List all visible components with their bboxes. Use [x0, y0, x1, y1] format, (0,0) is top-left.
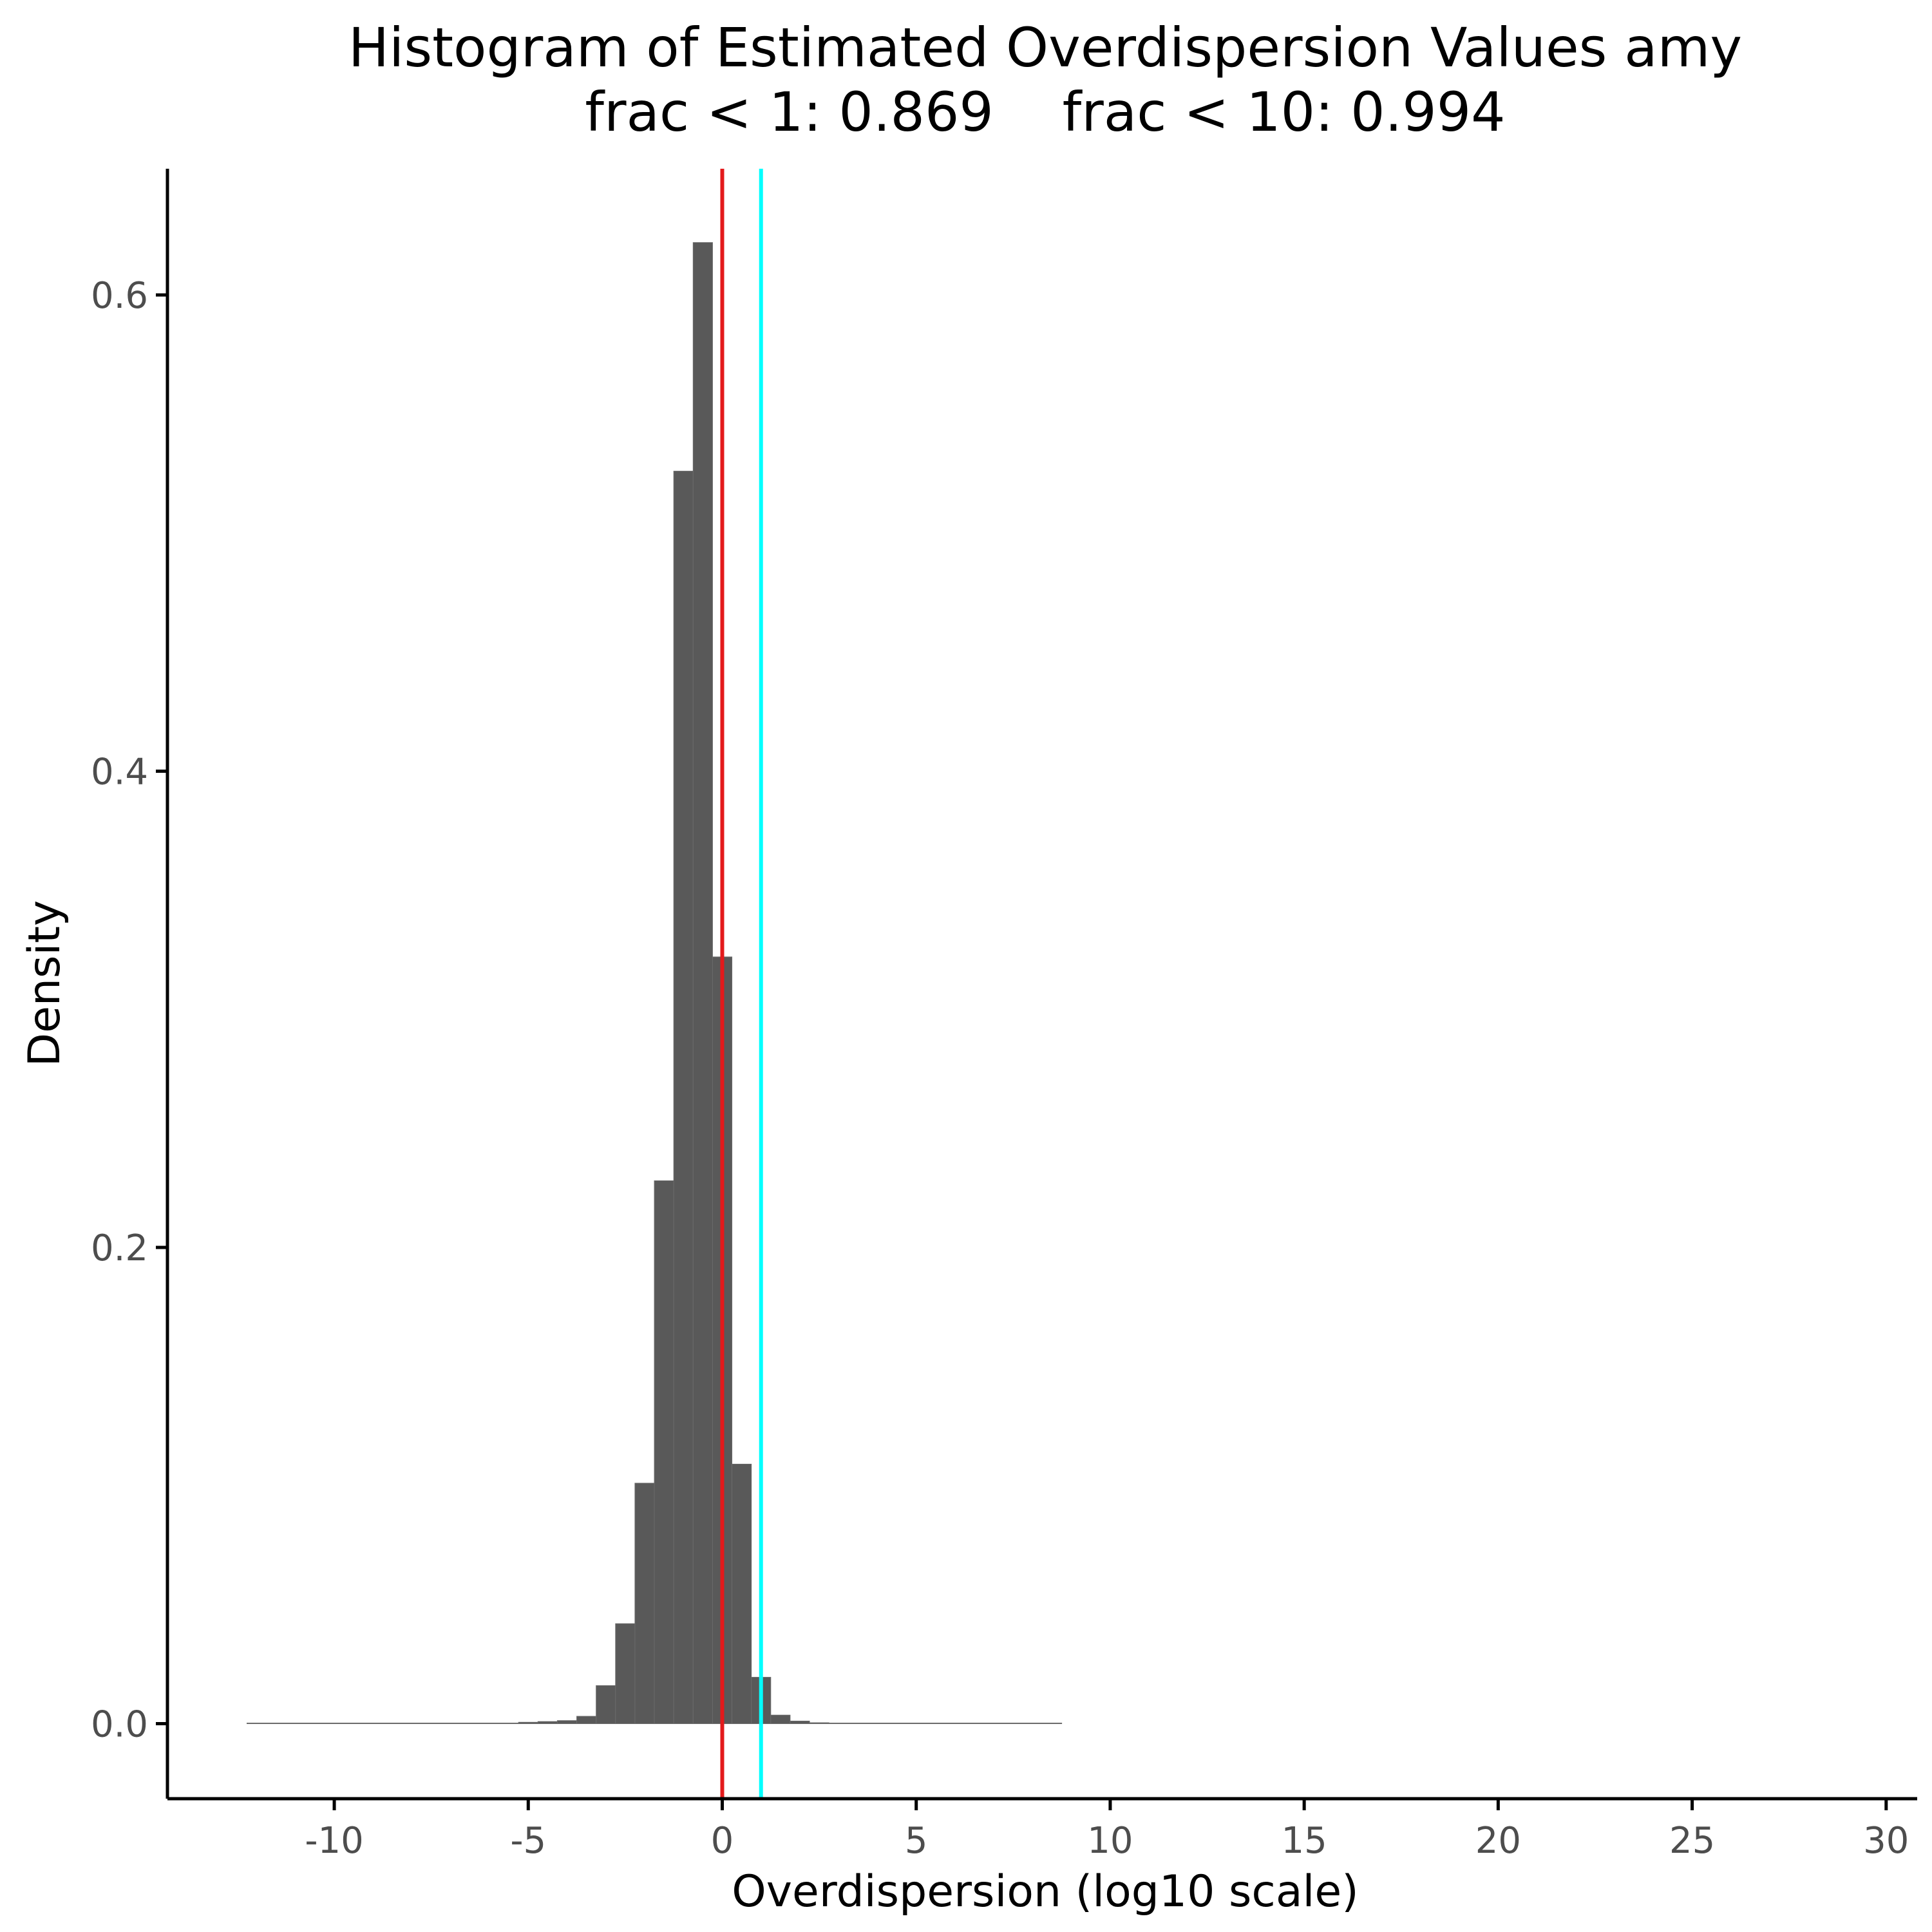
reference-lines — [720, 169, 763, 1799]
y-tick-label: 0.6 — [91, 275, 148, 317]
y-tick-label: 0.0 — [91, 1704, 148, 1746]
y-axis-ticks: 0.0 0.2 0.4 0.6 — [91, 275, 167, 1746]
x-tick-label: 0 — [711, 1820, 734, 1862]
histogram-bar — [654, 1180, 674, 1725]
x-tick-label: 15 — [1282, 1820, 1327, 1862]
y-axis-title: Density — [19, 900, 70, 1067]
x-tick-label: 30 — [1863, 1820, 1909, 1862]
histogram-bar — [576, 1716, 597, 1725]
x-tick-label: 5 — [905, 1820, 928, 1862]
histogram-bar — [732, 1463, 752, 1725]
y-tick-label: 0.2 — [91, 1227, 148, 1269]
x-tick-label: -5 — [510, 1820, 546, 1862]
histogram-bar — [673, 471, 694, 1725]
histogram-bar — [596, 1685, 616, 1725]
histogram-bar — [615, 1623, 636, 1725]
x-tick-label: 25 — [1669, 1820, 1715, 1862]
y-tick-label: 0.4 — [91, 751, 148, 793]
histogram-bar — [518, 1721, 538, 1725]
chart-title: Histogram of Estimated Overdispersion Va… — [348, 16, 1742, 79]
histogram-bar — [828, 1723, 1063, 1725]
chart-subtitle: frac < 1: 0.869 frac < 10: 0.994 — [585, 80, 1505, 144]
x-tick-label: -10 — [305, 1820, 363, 1862]
histogram-bars — [247, 242, 1063, 1725]
histogram-bar — [790, 1720, 810, 1725]
histogram-bar — [692, 242, 713, 1725]
x-axis-title: Overdispersion (log10 scale) — [732, 1866, 1359, 1917]
x-tick-label: 20 — [1475, 1820, 1521, 1862]
histogram-bar — [770, 1714, 791, 1725]
histogram-bar — [537, 1721, 558, 1725]
histogram-bar — [634, 1482, 655, 1725]
histogram-bar — [556, 1720, 578, 1725]
x-tick-label: 10 — [1087, 1820, 1133, 1862]
x-axis-ticks: -10 -5 0 5 10 15 20 25 30 — [305, 1799, 1909, 1862]
histogram-bar — [247, 1723, 519, 1725]
